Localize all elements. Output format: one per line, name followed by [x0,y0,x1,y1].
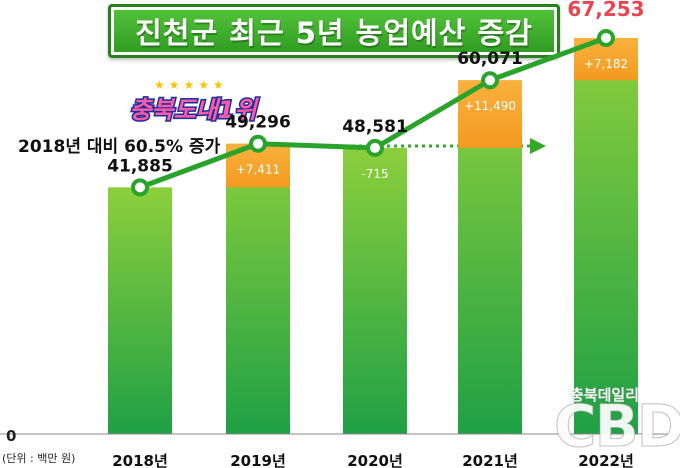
value-label-2: 48,581 [342,117,408,137]
value-label-3: 60,071 [457,49,523,69]
trend-point-0 [131,178,149,197]
change-label-3: +11,490 [464,99,516,113]
change-label-2: -715 [361,167,388,181]
x-tick-label-0: 2018년 [112,452,168,468]
bar-0 [108,187,172,434]
rank-badge: ★★★★★ 충북도내1위 [124,78,264,136]
x-tick-label-2: 2020년 [347,452,403,468]
x-tick-label-3: 2021년 [462,452,518,468]
bar-2 [343,147,407,434]
change-label-1: +7,411 [236,163,280,177]
chart-title: 진천군 최근 5년 농업예산 증감 [135,16,533,50]
trend-point-1 [249,134,267,153]
value-label-1: 49,296 [225,113,291,133]
increase-segment-3 [458,80,522,148]
trend-point-4 [597,28,615,47]
comparison-note: 2018년 대비 60.5% 증가 [18,137,221,157]
value-label-0: 41,885 [107,156,173,176]
watermark-logo: CBD [554,392,680,461]
trend-point-3 [481,71,499,90]
y-axis-zero-label: 0 [6,427,16,445]
star-icon: ★★★★★ [154,78,228,92]
comparison-arrow-head [530,138,546,154]
x-tick-label-4: 2022년 [578,452,634,468]
change-label-4: +7,182 [584,57,628,71]
unit-label: (단위 : 백만 원) [2,452,75,465]
bar-4 [574,37,638,434]
value-label-4: 67,253 [567,0,644,21]
bar-1 [226,143,290,434]
trend-point-2 [366,138,384,157]
chart-title-banner: 진천군 최근 5년 농업예산 증감 [108,4,560,58]
watermark-text: 충북데일리 [570,386,640,404]
rank-badge-text: 충북도내1위 [128,95,258,126]
x-tick-label-1: 2019년 [230,452,286,468]
